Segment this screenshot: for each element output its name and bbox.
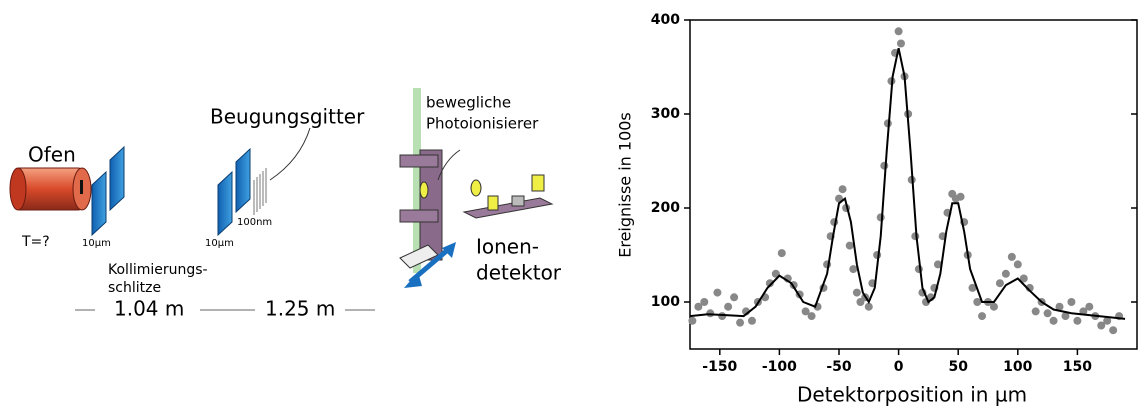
y-tick-label: 400: [651, 12, 680, 28]
data-point: [730, 293, 738, 301]
label: Beugungsgitter: [210, 105, 365, 129]
x-tick-label: -50: [826, 359, 852, 375]
data-point: [1002, 270, 1010, 278]
oven-aperture: [80, 180, 83, 194]
label: 1.04 m: [114, 297, 184, 321]
label: Ofen: [28, 143, 76, 167]
data-point: [839, 185, 847, 193]
data-point: [808, 312, 816, 320]
fit-line: [690, 48, 1125, 319]
detector-part: [488, 196, 498, 210]
ionizer-lens: [420, 182, 428, 198]
label: schlitze: [108, 280, 161, 296]
pointer: [270, 128, 310, 180]
data-point: [1109, 326, 1117, 334]
y-tick-label: 300: [651, 106, 680, 122]
slit: [236, 149, 250, 212]
label: Photoionisierer: [426, 115, 539, 133]
detector-lens: [471, 180, 481, 196]
data-point: [978, 312, 986, 320]
y-axis-label: Ereignisse in 100s: [616, 112, 635, 258]
data-point: [996, 279, 1004, 287]
data-point: [846, 242, 854, 250]
data-point: [1032, 307, 1040, 315]
data-point: [1014, 260, 1022, 268]
slit: [218, 172, 232, 235]
oven-end: [10, 168, 26, 210]
x-tick-label: 0: [894, 359, 904, 375]
data-point: [748, 317, 756, 325]
data-point: [849, 265, 857, 273]
data-point: [713, 289, 721, 297]
label: Kollimierungs-: [108, 262, 208, 278]
x-tick-label: -100: [762, 359, 797, 375]
x-tick-label: 50: [948, 359, 968, 375]
grating: [254, 168, 266, 215]
data-point: [897, 40, 905, 48]
label: 1.25 m: [265, 297, 335, 321]
data-point: [877, 213, 885, 221]
data-point: [778, 249, 786, 257]
figure: Ofen T=? 10µm 10µm Beugungsgitter 100nm …: [0, 0, 1141, 416]
slit: [110, 147, 124, 210]
label: detektor: [476, 261, 562, 285]
data-point: [700, 298, 708, 306]
ionizer-bar: [400, 210, 438, 222]
label: 100nm: [237, 217, 272, 228]
label: 10µm: [205, 238, 234, 249]
data-point: [957, 193, 965, 201]
data-point: [688, 317, 696, 325]
label: 10µm: [82, 238, 111, 249]
x-tick-label: 100: [1003, 359, 1032, 375]
y-tick-label: 200: [651, 200, 680, 216]
detector-part: [532, 175, 544, 191]
x-axis-label: Detektorposition in µm: [797, 383, 1027, 407]
detector-part: [512, 196, 524, 206]
data-point: [915, 265, 923, 273]
label: bewegliche: [426, 94, 511, 112]
data-point: [895, 27, 903, 35]
detector-base: [464, 198, 552, 218]
data-point: [873, 251, 881, 259]
data-point: [1073, 317, 1081, 325]
data-point: [1044, 309, 1052, 317]
label: T=?: [21, 234, 50, 250]
data-point: [1050, 317, 1058, 325]
data-point: [736, 319, 744, 327]
label: Ionen-: [476, 235, 539, 259]
slit: [92, 172, 106, 235]
data-point: [853, 289, 861, 297]
data-point: [724, 303, 732, 311]
data-point: [880, 162, 888, 170]
data-point: [990, 303, 998, 311]
data-point: [865, 303, 873, 311]
y-tick-label: 100: [651, 294, 680, 310]
data-point: [1008, 253, 1016, 261]
data-point: [1067, 298, 1075, 306]
page: {"diagram": { "oven": "Ofen", "temperatu…: [0, 0, 1141, 416]
x-tick-label: -150: [702, 359, 737, 375]
x-tick-label: 150: [1063, 359, 1092, 375]
ionizer-bar: [400, 155, 438, 167]
data-point: [1085, 303, 1093, 311]
